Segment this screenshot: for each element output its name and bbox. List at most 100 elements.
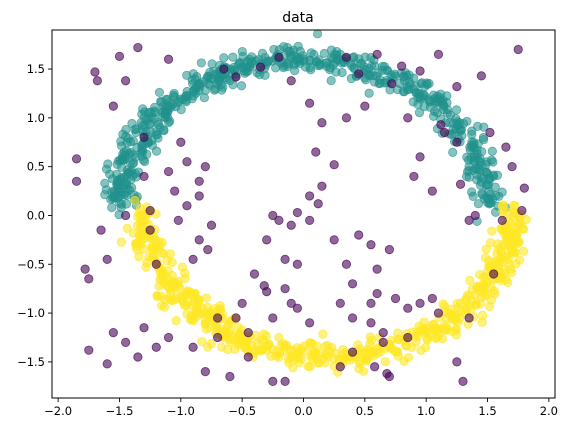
data-point-series-2 xyxy=(415,298,425,308)
data-point-series-1 xyxy=(274,332,284,342)
data-point-series-1 xyxy=(167,270,177,281)
x-tick-label: −1.5 xyxy=(106,404,134,418)
data-point-series-0 xyxy=(476,177,486,187)
data-point-series-2 xyxy=(329,235,339,245)
data-point-series-2 xyxy=(452,82,462,92)
data-point-series-1 xyxy=(190,294,200,304)
data-point-series-0 xyxy=(236,81,247,91)
data-point-series-0 xyxy=(488,171,499,181)
data-point-series-2 xyxy=(92,76,102,86)
data-point-series-2 xyxy=(305,215,315,225)
data-point-series-1 xyxy=(116,237,126,247)
data-point-series-2 xyxy=(182,157,192,167)
data-point-series-2 xyxy=(133,352,143,362)
data-point-series-0 xyxy=(127,118,137,129)
data-point-series-2 xyxy=(415,152,425,162)
data-point-series-2 xyxy=(341,113,352,123)
data-point-series-2 xyxy=(200,367,210,377)
data-point-series-2 xyxy=(452,357,462,367)
data-point-series-1 xyxy=(513,218,523,229)
data-point-series-1 xyxy=(164,294,174,304)
data-point-series-2 xyxy=(163,166,174,177)
data-point-series-0 xyxy=(319,48,330,59)
data-point-series-2 xyxy=(213,313,223,323)
data-point-series-1 xyxy=(353,340,363,350)
data-point-series-2 xyxy=(341,52,352,62)
data-point-series-2 xyxy=(372,288,382,299)
data-point-series-1 xyxy=(196,309,206,319)
data-point-series-2 xyxy=(513,44,523,55)
data-point-series-1 xyxy=(318,329,328,339)
data-point-series-0 xyxy=(439,101,449,111)
data-point-series-2 xyxy=(71,176,82,186)
data-point-series-0 xyxy=(110,188,120,198)
data-point-series-0 xyxy=(146,107,156,117)
data-point-series-0 xyxy=(279,42,289,52)
data-point-series-2 xyxy=(108,101,118,111)
data-point-series-0 xyxy=(240,68,250,78)
data-point-series-2 xyxy=(305,98,315,108)
data-point-series-0 xyxy=(364,88,374,98)
data-point-series-0 xyxy=(121,199,132,209)
data-point-series-1 xyxy=(391,346,402,356)
data-point-series-2 xyxy=(145,225,155,235)
data-point-series-2 xyxy=(194,176,204,186)
data-point-series-0 xyxy=(414,108,425,118)
x-tick-label: 2.0 xyxy=(540,404,558,418)
data-point-series-2 xyxy=(151,342,161,352)
data-point-series-0 xyxy=(217,85,227,95)
data-point-series-2 xyxy=(464,313,474,323)
data-point-series-1 xyxy=(294,353,304,363)
data-point-series-0 xyxy=(100,178,110,188)
data-point-series-2 xyxy=(121,76,131,86)
data-point-series-0 xyxy=(165,116,175,126)
data-point-series-1 xyxy=(284,358,294,368)
data-point-series-1 xyxy=(147,243,158,253)
data-point-series-1 xyxy=(141,262,151,272)
data-point-series-0 xyxy=(128,150,138,160)
data-point-series-1 xyxy=(496,254,506,264)
data-point-series-0 xyxy=(355,58,365,69)
data-point-series-2 xyxy=(262,235,272,245)
data-point-series-2 xyxy=(366,298,376,308)
data-point-series-2 xyxy=(366,318,376,328)
data-point-series-0 xyxy=(474,165,485,175)
data-point-series-1 xyxy=(509,200,519,210)
data-point-series-2 xyxy=(80,264,90,274)
data-point-series-2 xyxy=(427,293,437,304)
data-point-series-1 xyxy=(485,238,496,248)
data-point-series-1 xyxy=(180,273,190,284)
data-point-series-1 xyxy=(148,252,158,262)
data-point-series-1 xyxy=(503,207,513,217)
data-point-series-2 xyxy=(378,327,388,338)
data-point-series-1 xyxy=(189,316,199,326)
data-point-series-1 xyxy=(156,248,167,258)
data-point-series-1 xyxy=(430,326,440,336)
data-point-series-0 xyxy=(494,191,504,201)
data-point-series-2 xyxy=(292,207,302,218)
data-point-series-2 xyxy=(476,71,486,81)
data-point-series-0 xyxy=(129,158,139,168)
data-point-series-2 xyxy=(360,101,370,111)
data-point-series-2 xyxy=(121,210,131,221)
data-point-series-1 xyxy=(215,300,225,311)
data-point-series-0 xyxy=(420,82,430,92)
data-point-series-0 xyxy=(159,125,169,136)
data-point-series-0 xyxy=(257,48,268,59)
data-point-series-1 xyxy=(131,241,141,252)
y-tick-label: −1.0 xyxy=(17,306,45,320)
data-point-series-2 xyxy=(176,137,186,147)
data-point-series-2 xyxy=(372,264,382,274)
data-point-series-0 xyxy=(103,159,113,169)
data-point-series-1 xyxy=(372,345,382,355)
data-point-series-0 xyxy=(451,105,462,115)
data-point-series-1 xyxy=(481,244,491,254)
x-tick-label: −1.0 xyxy=(167,404,195,418)
data-point-series-0 xyxy=(331,67,341,77)
data-point-series-1 xyxy=(366,335,377,346)
data-point-series-2 xyxy=(390,293,401,304)
axes: −2.0 −1.5 −1.0 −0.5 0.0 0.5 1.0 1.5 2.0 −1.5 −1.0 −… xyxy=(17,29,558,418)
data-point-series-1 xyxy=(159,302,169,312)
data-point-series-1 xyxy=(237,337,248,347)
data-point-series-2 xyxy=(507,162,517,172)
